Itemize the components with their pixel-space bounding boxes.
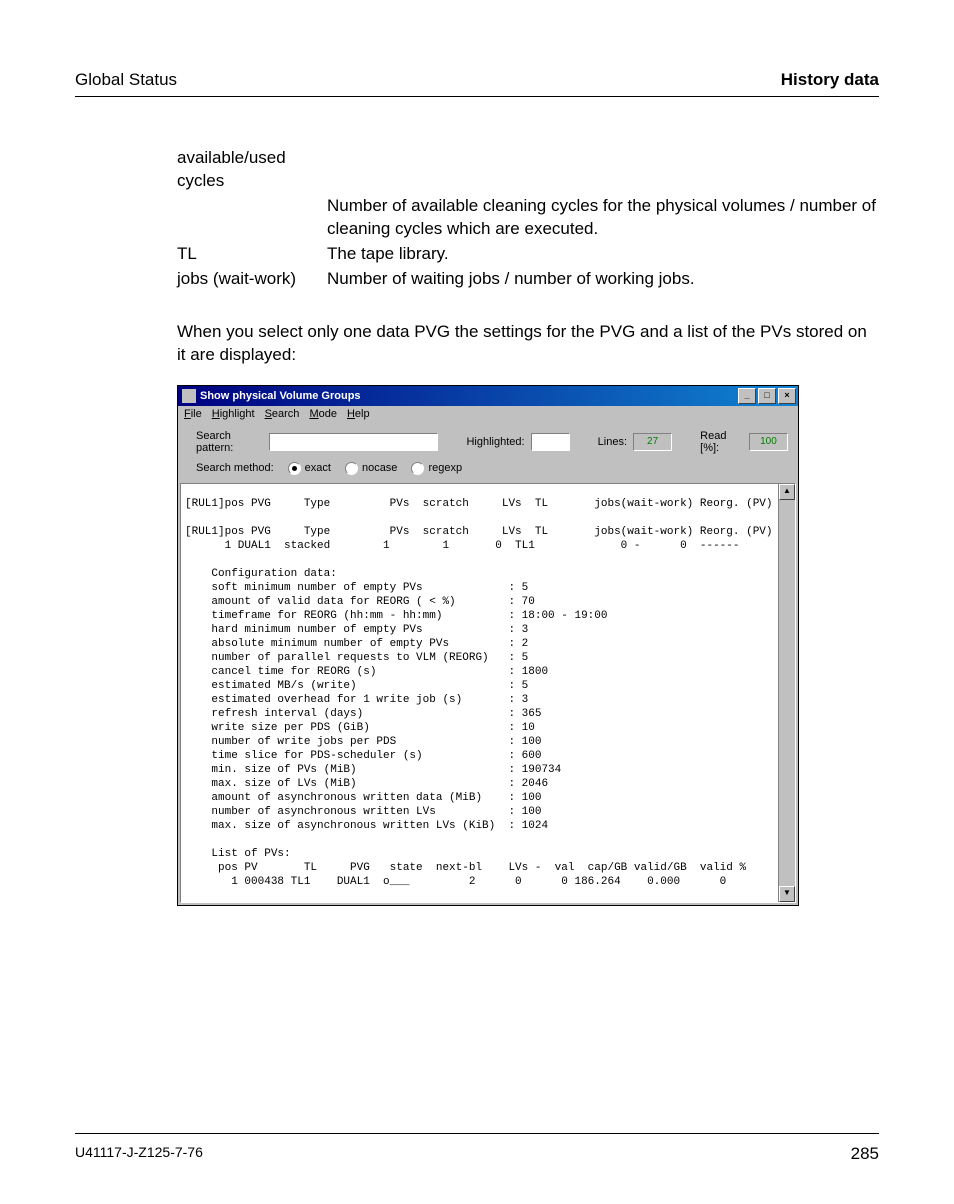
- page-header: Global Status History data: [75, 70, 879, 97]
- def-term: available/used cycles: [177, 147, 327, 193]
- doc-id: U41117-J-Z125-7-76: [75, 1144, 203, 1164]
- header-left: Global Status: [75, 70, 177, 90]
- scroll-up-icon[interactable]: ▲: [779, 484, 795, 500]
- def-row: jobs (wait-work) Number of waiting jobs …: [177, 268, 879, 291]
- lines-value: 27: [633, 433, 672, 451]
- def-desc: [327, 147, 879, 193]
- menu-file[interactable]: File: [184, 408, 202, 420]
- highlighted-input[interactable]: [531, 433, 570, 451]
- read-value: 100: [749, 433, 788, 451]
- definition-list: available/used cycles Number of availabl…: [177, 147, 879, 291]
- def-term: TL: [177, 243, 327, 266]
- def-row: TL The tape library.: [177, 243, 879, 266]
- menu-highlight[interactable]: Highlight: [212, 408, 255, 420]
- menubar: File Highlight Search Mode Help: [178, 406, 798, 422]
- radio-exact[interactable]: exact: [288, 462, 331, 475]
- def-desc: Number of waiting jobs / number of worki…: [327, 268, 879, 291]
- read-label: Read [%]:: [700, 430, 743, 454]
- menu-help[interactable]: Help: [347, 408, 370, 420]
- header-right: History data: [781, 70, 879, 90]
- highlighted-label: Highlighted:: [466, 436, 524, 448]
- terminal-window: Show physical Volume Groups _ □ × File H…: [177, 385, 799, 906]
- def-desc: Number of available cleaning cycles for …: [327, 195, 879, 241]
- search-row: Search pattern: Highlighted: Lines: 27 R…: [178, 422, 798, 458]
- menu-search[interactable]: Search: [265, 408, 300, 420]
- scroll-down-icon[interactable]: ▼: [779, 886, 795, 902]
- search-pattern-label: Search pattern:: [196, 430, 263, 454]
- window-titlebar: Show physical Volume Groups _ □ ×: [178, 386, 798, 406]
- maximize-button[interactable]: □: [758, 388, 776, 404]
- search-pattern-input[interactable]: [269, 433, 439, 451]
- intro-paragraph: When you select only one data PVG the se…: [177, 321, 879, 367]
- lines-label: Lines:: [598, 436, 627, 448]
- content-area: [RUL1]pos PVG Type PVs scratch LVs TL jo…: [180, 483, 796, 903]
- search-method-label: Search method:: [196, 462, 274, 474]
- vertical-scrollbar[interactable]: ▲ ▼: [778, 484, 795, 902]
- def-term: jobs (wait-work): [177, 268, 327, 291]
- def-row: Number of available cleaning cycles for …: [177, 195, 879, 241]
- minimize-button[interactable]: _: [738, 388, 756, 404]
- page-number: 285: [851, 1144, 879, 1164]
- window-icon: [182, 389, 196, 403]
- terminal-content: [RUL1]pos PVG Type PVs scratch LVs TL jo…: [181, 495, 778, 891]
- close-button[interactable]: ×: [778, 388, 796, 404]
- search-method-row: Search method: exact nocase regexp: [178, 458, 798, 483]
- window-title: Show physical Volume Groups: [200, 390, 361, 402]
- radio-regexp[interactable]: regexp: [411, 462, 462, 475]
- def-desc: The tape library.: [327, 243, 879, 266]
- radio-nocase[interactable]: nocase: [345, 462, 397, 475]
- def-row: available/used cycles: [177, 147, 879, 193]
- def-term: [177, 195, 327, 241]
- page-footer: U41117-J-Z125-7-76 285: [75, 1133, 879, 1164]
- menu-mode[interactable]: Mode: [309, 408, 337, 420]
